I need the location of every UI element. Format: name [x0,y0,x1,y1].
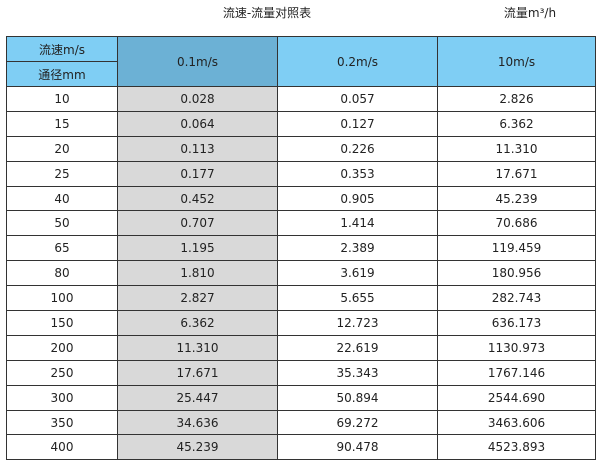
flow-cell: 1767.146 [437,359,596,386]
flow-cell: 90.478 [277,434,438,461]
flow-cell: 35.343 [277,359,438,386]
flow-cell: 0.177 [117,160,278,187]
flow-cell: 17.671 [117,359,278,386]
flow-cell: 22.619 [277,334,438,361]
flow-cell: 50.894 [277,384,438,411]
flow-cell: 34.636 [117,409,278,436]
diameter-cell: 20 [6,135,118,162]
flow-cell: 636.173 [437,310,596,336]
table-row: 10 0.028 0.057 2.826 [6,86,596,112]
diameter-cell: 200 [6,334,118,361]
table-row: 350 34.636 69.272 3463.606 [6,409,596,436]
flow-cell: 17.671 [437,160,596,187]
flow-cell: 282.743 [437,285,596,312]
flow-cell: 2544.690 [437,384,596,411]
flow-cell: 0.905 [277,185,438,212]
flow-cell: 3463.606 [437,409,596,436]
flow-cell: 2.389 [277,235,438,262]
velocity-header: 流速m/s [6,36,118,62]
flow-cell: 0.064 [117,110,278,137]
flow-cell: 1.195 [117,235,278,262]
table-row: 15 0.064 0.127 6.362 [6,110,596,137]
flow-cell: 4523.893 [437,434,596,461]
table-row: 80 1.810 3.619 180.956 [6,260,596,287]
table-title: 流速-流量对照表 [222,6,312,20]
flow-cell: 45.239 [437,185,596,212]
column-header: 10m/s [437,36,596,87]
table-row: 65 1.195 2.389 119.459 [6,235,596,262]
flow-cell: 0.127 [277,110,438,137]
diameter-cell: 400 [6,434,118,461]
diameter-cell: 10 [6,86,118,112]
flow-cell: 5.655 [277,285,438,312]
table-row: 100 2.827 5.655 282.743 [6,285,596,312]
table-row: 20 0.113 0.226 11.310 [6,135,596,162]
table-row: 25 0.177 0.353 17.671 [6,160,596,187]
diameter-cell: 50 [6,210,118,237]
flow-cell: 0.226 [277,135,438,162]
flow-cell: 11.310 [117,334,278,361]
diameter-cell: 300 [6,384,118,411]
flow-cell: 12.723 [277,310,438,336]
column-header: 0.2m/s [277,36,438,87]
table-row: 50 0.707 1.414 70.686 [6,210,596,237]
flow-cell: 0.113 [117,135,278,162]
flow-cell: 180.956 [437,260,596,287]
flow-cell: 2.827 [117,285,278,312]
flow-cell: 1.810 [117,260,278,287]
diameter-cell: 40 [6,185,118,212]
flow-cell: 1130.973 [437,334,596,361]
table-row: 400 45.239 90.478 4523.893 [6,434,596,461]
table-row: 250 17.671 35.343 1767.146 [6,359,596,386]
flow-cell: 0.028 [117,86,278,112]
diameter-cell: 100 [6,285,118,312]
flow-cell: 0.057 [277,86,438,112]
flow-cell: 11.310 [437,135,596,162]
flow-cell: 3.619 [277,260,438,287]
diameter-cell: 65 [6,235,118,262]
flow-cell: 69.272 [277,409,438,436]
flow-cell: 25.447 [117,384,278,411]
flow-cell: 0.707 [117,210,278,237]
flow-cell: 2.826 [437,86,596,112]
diameter-cell: 25 [6,160,118,187]
table-row: 150 6.362 12.723 636.173 [6,310,596,336]
flow-cell: 6.362 [437,110,596,137]
flow-cell: 0.353 [277,160,438,187]
diameter-header: 通径mm [6,61,118,87]
unit-label: 流量m³/h [503,6,557,20]
diameter-cell: 15 [6,110,118,137]
flow-cell: 119.459 [437,235,596,262]
flow-table: 流速m/s 0.1m/s 0.2m/s 10m/s 通径mm 10 0.028 0.… [6,36,596,461]
flow-cell: 1.414 [277,210,438,237]
diameter-cell: 350 [6,409,118,436]
flow-cell: 6.362 [117,310,278,336]
table-row: 200 11.310 22.619 1130.973 [6,334,596,361]
table-row: 40 0.452 0.905 45.239 [6,185,596,212]
flow-cell: 0.452 [117,185,278,212]
flow-cell: 45.239 [117,434,278,461]
flow-cell: 70.686 [437,210,596,237]
diameter-cell: 80 [6,260,118,287]
column-header: 0.1m/s [117,36,278,87]
table-row: 300 25.447 50.894 2544.690 [6,384,596,411]
diameter-cell: 150 [6,310,118,336]
diameter-cell: 250 [6,359,118,386]
